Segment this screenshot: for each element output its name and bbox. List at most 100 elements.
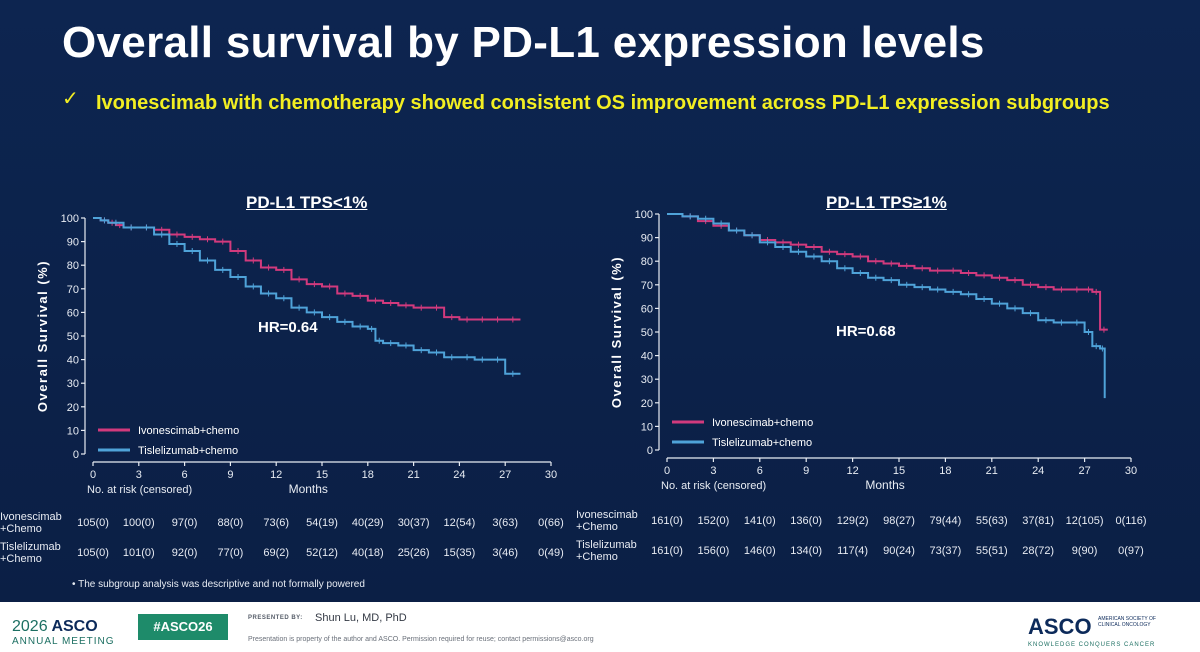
left-km-chart: 0 10 20 30 40 50 60 70 80 90 100 0 3 6 9 12 15 18 21 24 27 30…: [0, 213, 564, 565]
left-risk-row-label: +Chemo: [0, 553, 42, 565]
left-risk-cell: 15(35): [444, 547, 476, 559]
left-risk-cell: 105(0): [77, 517, 109, 529]
left-x-tick-label: 30: [545, 469, 557, 481]
right-x-tick-label: 12: [846, 465, 858, 477]
right-risk-cell: 156(0): [698, 545, 730, 557]
right-x-tick-label: 0: [664, 465, 670, 477]
left-risk-cell: 77(0): [218, 547, 244, 559]
left-risk-cell: 25(26): [398, 547, 430, 559]
footer-presented-by: PRESENTED BY:: [248, 615, 303, 621]
right-risk-cell: 136(0): [790, 515, 822, 527]
left-risk-cell: 0(66): [538, 517, 564, 529]
left-x-tick-label: 15: [316, 469, 328, 481]
right-risk-cell: 129(2): [837, 515, 869, 527]
left-x-tick-label: 12: [270, 469, 282, 481]
left-y-tick-label: 80: [67, 260, 79, 272]
left-risk-cell: 69(2): [263, 547, 289, 559]
footer-rights: Presentation is property of the author a…: [248, 636, 594, 643]
left-x-tick-label: 24: [453, 469, 465, 481]
right-y-tick-label: 40: [641, 351, 653, 363]
left-risk-cell: 54(19): [306, 517, 338, 529]
right-y-tick-label: 100: [635, 209, 653, 221]
left-risk-row-label: +Chemo: [0, 523, 42, 535]
right-x-tick-label: 3: [710, 465, 716, 477]
left-x-tick-label: 21: [407, 469, 419, 481]
left-y-tick-label: 100: [61, 213, 79, 225]
right-x-tick-label: 24: [1032, 465, 1044, 477]
right-risk-cell: 152(0): [698, 515, 730, 527]
left-y-tick-label: 0: [73, 449, 79, 461]
right-risk-cell: 0(97): [1118, 545, 1144, 557]
left-y-tick-label: 50: [67, 331, 79, 343]
right-risk-cell: 79(44): [930, 515, 962, 527]
right-risk-cell: 55(63): [976, 515, 1008, 527]
left-y-tick-label: 40: [67, 355, 79, 367]
right-risk-table-header: No. at risk (censored): [661, 480, 766, 492]
left-risk-cell: 105(0): [77, 547, 109, 559]
left-risk-cell: 97(0): [172, 517, 198, 529]
right-risk-cell: 9(90): [1072, 545, 1098, 557]
left-risk-table-header: No. at risk (censored): [87, 484, 192, 496]
footer-meeting-logo: 2026 ASCO: [12, 618, 98, 636]
left-y-tick-label: 30: [67, 378, 79, 390]
check-icon: ✓: [62, 88, 79, 110]
right-y-tick-label: 80: [641, 256, 653, 268]
right-y-tick-label: 50: [641, 327, 653, 339]
left-hr-annotation: HR=0.64: [258, 319, 318, 336]
left-risk-cell: 73(6): [263, 517, 289, 529]
right-risk-cell: 90(24): [883, 545, 915, 557]
footer-bar: 2026 ASCO ANNUAL MEETING #ASCO26 PRESENT…: [0, 602, 1200, 652]
footer-year: 2026: [12, 618, 48, 635]
left-x-tick-label: 3: [136, 469, 142, 481]
slide: Overall survival by PD-L1 expression lev…: [0, 0, 1200, 602]
left-x-tick-label: 9: [227, 469, 233, 481]
left-risk-cell: 0(49): [538, 547, 564, 559]
left-y-tick-label: 70: [67, 284, 79, 296]
right-km-chart: 0 10 20 30 40 50 60 70 80 90 100 0 3 6 9 12 15 18 21 24 27 30…: [576, 209, 1147, 563]
left-risk-cell: 40(29): [352, 517, 384, 529]
right-hr-annotation: HR=0.68: [836, 323, 896, 340]
left-risk-row-label: Tislelizumab: [0, 541, 61, 553]
right-y-tick-label: 70: [641, 280, 653, 292]
right-x-tick-label: 27: [1078, 465, 1090, 477]
right-risk-cell: 161(0): [651, 545, 683, 557]
footer-brand: ASCO: [51, 618, 98, 635]
right-risk-cell: 55(51): [976, 545, 1008, 557]
footer-tagline: KNOWLEDGE CONQUERS CANCER: [1028, 642, 1156, 648]
right-y-tick-label: 60: [641, 303, 653, 315]
footer-hashtag: #ASCO26: [138, 614, 228, 640]
left-risk-cell: 100(0): [123, 517, 155, 529]
left-x-tick-label: 0: [90, 469, 96, 481]
right-series-line-tislelizumab: [667, 213, 1106, 399]
right-x-tick-label: 9: [803, 465, 809, 477]
left-risk-cell: 40(18): [352, 547, 384, 559]
right-x-tick-label: 30: [1125, 465, 1137, 477]
right-x-tick-label: 6: [757, 465, 763, 477]
left-y-tick-label: 90: [67, 237, 79, 249]
left-y-tick-label: 10: [67, 425, 79, 437]
right-risk-cell: 73(37): [930, 545, 962, 557]
right-x-tick-label: 15: [893, 465, 905, 477]
right-y-tick-label: 10: [641, 421, 653, 433]
footer-society: AMERICAN SOCIETY OF CLINICAL ONCOLOGY: [1098, 616, 1156, 628]
right-y-tick-label: 0: [647, 445, 653, 457]
right-chart-title: PD-L1 TPS≥1%: [826, 193, 947, 212]
left-risk-cell: 88(0): [218, 517, 244, 529]
left-risk-cell: 30(37): [398, 517, 430, 529]
right-risk-row-label: Ivonescimab: [576, 509, 638, 521]
right-risk-cell: 141(0): [744, 515, 776, 527]
left-legend-label: Tislelizumab+chemo: [138, 445, 238, 457]
right-legend-label: Ivonescimab+chemo: [712, 417, 813, 429]
right-y-axis-label: Overall Survival (%): [609, 256, 624, 408]
right-risk-cell: 0(116): [1116, 515, 1147, 527]
left-risk-row-label: Ivonescimab: [0, 511, 62, 523]
footer-presenter: Shun Lu, MD, PhD: [315, 612, 407, 624]
left-legend-label: Ivonescimab+chemo: [138, 425, 239, 437]
left-risk-cell: 3(63): [492, 517, 518, 529]
right-risk-cell: 28(72): [1022, 545, 1054, 557]
right-legend-label: Tislelizumab+chemo: [712, 437, 812, 449]
left-y-axis-label: Overall Survival (%): [35, 260, 50, 412]
right-risk-row-label: +Chemo: [576, 551, 618, 563]
right-y-tick-label: 20: [641, 398, 653, 410]
right-risk-row-label: +Chemo: [576, 521, 618, 533]
